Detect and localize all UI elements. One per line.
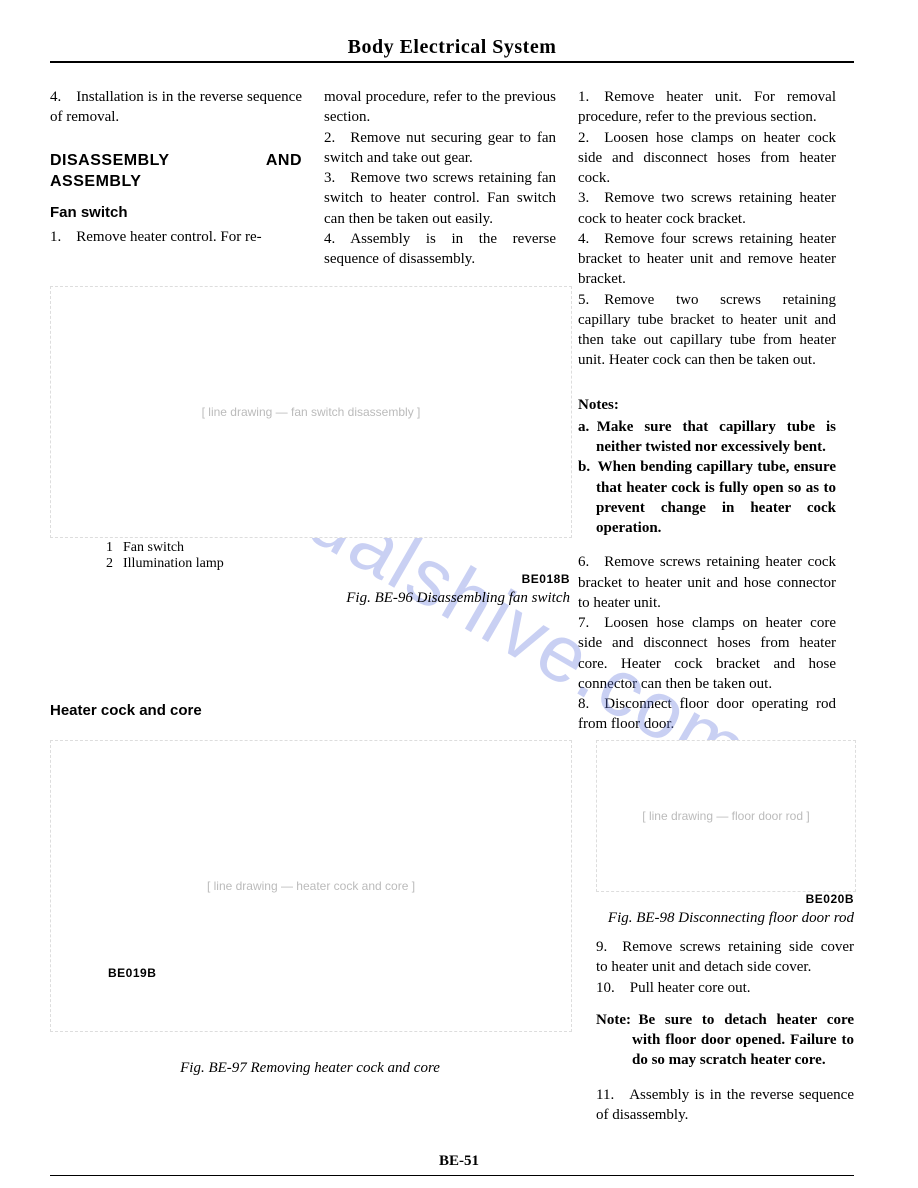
- c2-p1: moval procedure, refer to the previous s…: [324, 87, 556, 128]
- figure-be-98-image: [ line drawing — floor door rod ]: [596, 740, 856, 892]
- legend-2-text: Illumination lamp: [123, 556, 224, 572]
- notes-heading: Notes:: [578, 395, 836, 415]
- figure-be-97-block: [ line drawing — heater cock and core ] …: [50, 740, 570, 1077]
- legend-1-text: Fan switch: [123, 540, 184, 556]
- note-single: Note: Be sure to detach heater core with…: [596, 1010, 854, 1071]
- figure-be-98-code: BE020B: [596, 892, 854, 906]
- legend-1-num: 1: [106, 540, 113, 556]
- legend-row-1: 1 Fan switch: [106, 540, 570, 556]
- figure-be-98-block: [ line drawing — floor door rod ] BE020B…: [596, 740, 854, 1125]
- figure-be-96-legend: 1 Fan switch 2 Illumination lamp: [106, 540, 570, 572]
- figure-be-96-block: [ line drawing — fan switch disassembly …: [50, 286, 570, 607]
- c3-p5: 5. Remove two screws retaining capillary…: [578, 290, 836, 371]
- figure-be-96-caption: Fig. BE-96 Disassembling fan switch: [50, 590, 570, 607]
- c3-p3: 3. Remove two screws retaining heater co…: [578, 188, 836, 229]
- c3-p7: 7. Loosen hose clamps on heater core sid…: [578, 613, 836, 694]
- figure-be-97-caption: Fig. BE-97 Removing heater cock and core: [50, 1060, 570, 1077]
- c3-p8: 8. Disconnect floor door operating rod f…: [578, 694, 836, 735]
- note-b: b. When bending capillary tube, ensure t…: [578, 457, 836, 538]
- page-title: Body Electrical System: [50, 36, 854, 63]
- subheading-fan-switch: Fan switch: [50, 203, 302, 223]
- note-a: a. Make sure that capillary tube is neit…: [578, 417, 836, 458]
- section-heading-disassembly: DISASSEMBLY AND ASSEMBLY: [50, 150, 302, 193]
- legend-row-2: 2 Illumination lamp: [106, 556, 570, 572]
- figure-be-97-code: BE019B: [108, 966, 156, 980]
- c1-p2: 1. Remove heater control. For re-: [50, 227, 302, 247]
- legend-2-num: 2: [106, 556, 113, 572]
- column-3-continued: 9. Remove screws retaining side cover to…: [596, 937, 854, 1125]
- figure-be-97-image: [ line drawing — heater cock and core ]: [50, 740, 572, 1032]
- c3-p2: 2. Loosen hose clamps on heater cock sid…: [578, 128, 836, 189]
- c1-p1: 4. Installation is in the reverse sequen…: [50, 87, 302, 128]
- c2-p4: 4. Assembly is in the reverse sequence o…: [324, 229, 556, 270]
- figure-be-96-image: [ line drawing — fan switch disassembly …: [50, 286, 572, 538]
- column-3: 1. Remove heater unit. For removal proce…: [578, 87, 836, 735]
- heater-cock-core-block: Heater cock and core: [50, 696, 570, 723]
- c3-p1: 1. Remove heater unit. For removal proce…: [578, 87, 836, 128]
- c2-p2: 2. Remove nut securing gear to fan switc…: [324, 128, 556, 169]
- figure-be-96-code: BE018B: [50, 572, 570, 586]
- page-number: BE-51: [0, 1153, 918, 1170]
- c3-p4: 4. Remove four screws retaining heater b…: [578, 229, 836, 290]
- c3-p10: 10. Pull heater core out.: [596, 978, 854, 998]
- c2-p3: 3. Remove two screws retaining fan switc…: [324, 168, 556, 229]
- figure-be-98-caption: Fig. BE-98 Disconnecting floor door rod: [596, 910, 854, 927]
- subheading-heater-cock-core: Heater cock and core: [50, 702, 570, 719]
- footer-rule: [50, 1175, 854, 1176]
- page: manualshive.com Body Electrical System 4…: [0, 0, 918, 1188]
- c3-p9: 9. Remove screws retaining side cover to…: [596, 937, 854, 978]
- c3-p11: 11. Assembly is in the reverse sequence …: [596, 1085, 854, 1126]
- c3-p6: 6. Remove screws retaining heater cock b…: [578, 552, 836, 613]
